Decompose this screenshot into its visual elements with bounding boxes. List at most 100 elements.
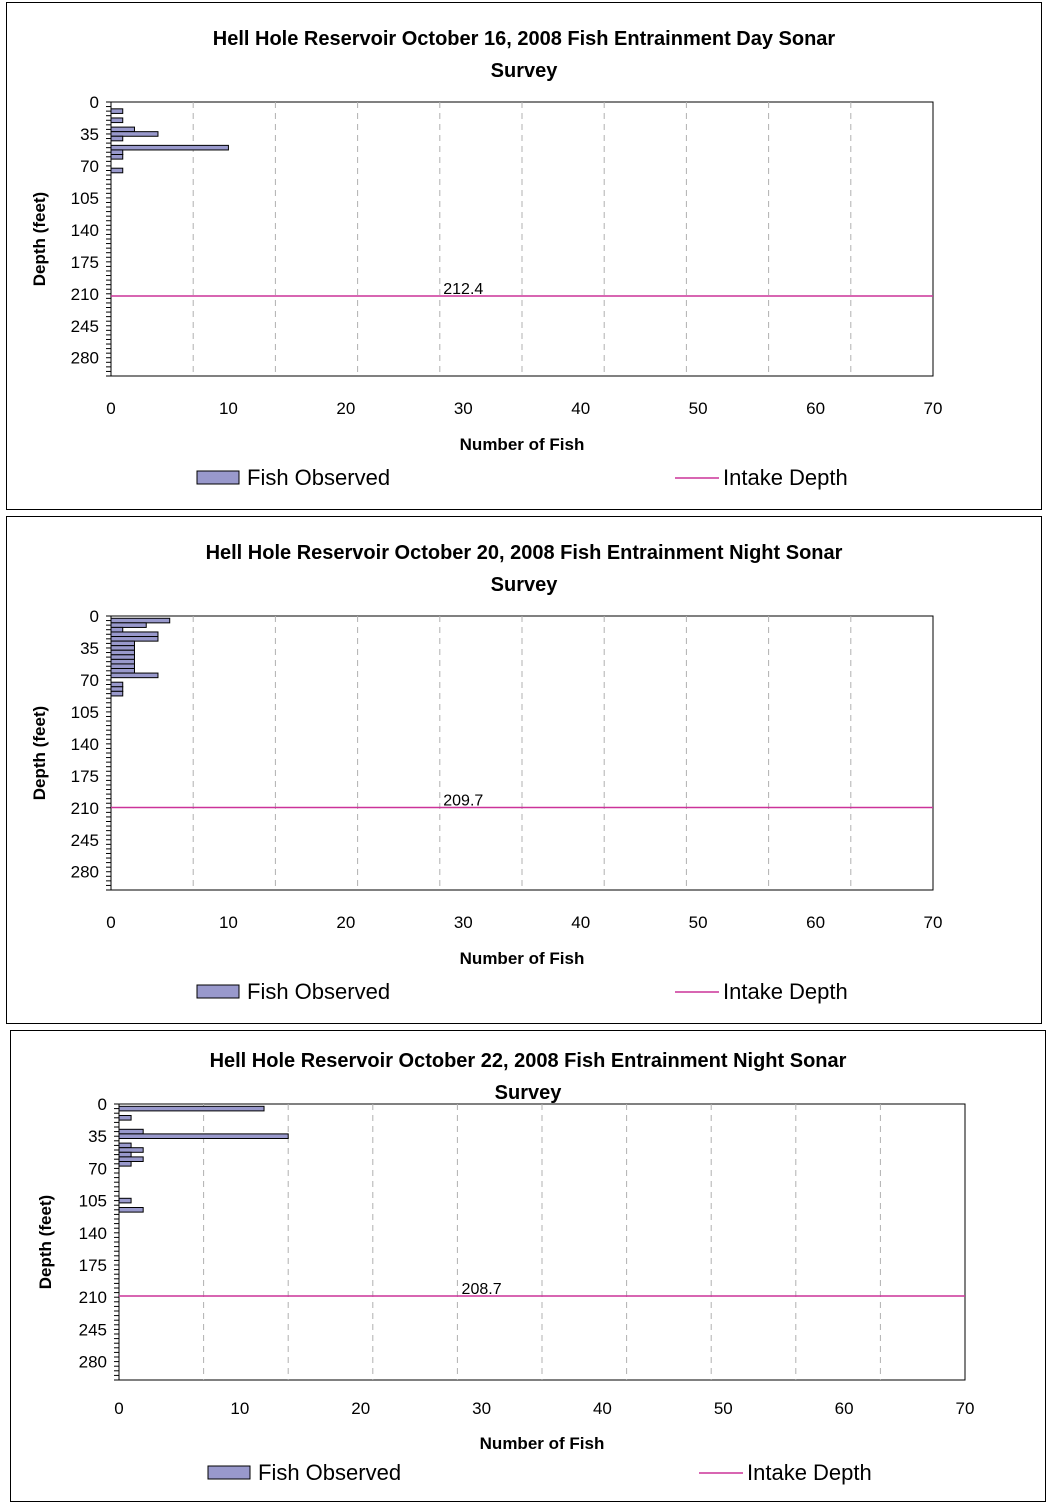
y-tick-label: 175	[71, 253, 99, 272]
y-tick-label: 35	[88, 1127, 107, 1146]
chart-title-line1: Hell Hole Reservoir October 20, 2008 Fis…	[206, 542, 843, 564]
y-tick-label: 245	[71, 831, 99, 850]
fish-bar	[110, 626, 124, 633]
y-tick-label: 280	[79, 1353, 107, 1372]
x-tick-label: 30	[472, 1399, 491, 1418]
fish-bar	[110, 135, 124, 142]
x-tick-label: 10	[230, 1399, 249, 1418]
fish-bar	[110, 649, 135, 656]
x-tick-label: 50	[689, 399, 708, 418]
fish-bar	[110, 672, 159, 679]
x-tick-label: 70	[924, 399, 943, 418]
chart-title-line2: Survey	[495, 1082, 563, 1104]
y-tick-label: 140	[71, 221, 99, 240]
fish-bar	[110, 686, 124, 692]
y-axis-label: Depth (feet)	[36, 1195, 55, 1289]
chart-title-line2: Survey	[491, 60, 559, 82]
x-axis-label: Number of Fish	[460, 949, 585, 968]
x-tick-label: 20	[336, 913, 355, 932]
y-tick-label: 280	[71, 349, 99, 368]
y-tick-label: 245	[71, 317, 99, 336]
y-tick-label: 140	[79, 1224, 107, 1243]
intake-depth-label: 208.7	[462, 1281, 502, 1298]
chart-title-line1: Hell Hole Reservoir October 16, 2008 Fis…	[213, 28, 836, 50]
y-tick-label: 210	[71, 285, 99, 304]
fish-bar	[110, 658, 135, 665]
x-tick-label: 10	[219, 913, 238, 932]
intake-depth-label: 209.7	[443, 793, 483, 810]
fish-bar	[110, 690, 124, 697]
legend-bar-swatch	[196, 984, 240, 999]
fish-bar	[110, 663, 135, 670]
chart-panel-oct-16: Hell Hole Reservoir October 16, 2008 Fis…	[6, 2, 1042, 510]
y-tick-label: 70	[88, 1159, 107, 1178]
y-tick-label: 280	[71, 863, 99, 882]
x-tick-label: 20	[351, 1399, 370, 1418]
y-tick-label: 140	[71, 735, 99, 754]
y-tick-label: 210	[71, 799, 99, 818]
x-tick-label: 60	[806, 399, 825, 418]
chart-oct-20: Hell Hole Reservoir October 20, 2008 Fis…	[30, 542, 943, 1004]
fish-bar	[110, 131, 159, 137]
fish-bar	[110, 636, 159, 642]
fish-bar	[118, 1207, 144, 1213]
y-tick-label: 35	[80, 639, 99, 658]
y-tick-label: 0	[98, 1095, 107, 1114]
x-axis-label: Number of Fish	[480, 1434, 605, 1453]
chart-panel-oct-22: Hell Hole Reservoir October 22, 2008 Fis…	[10, 1030, 1046, 1502]
legend-bar-label: Fish Observed	[247, 465, 390, 490]
fish-bar	[110, 654, 135, 660]
y-tick-label: 70	[80, 157, 99, 176]
y-tick-label: 105	[79, 1192, 107, 1211]
fish-bar	[110, 154, 124, 160]
fish-bar	[118, 1105, 265, 1112]
y-axis-label: Depth (feet)	[30, 706, 49, 800]
y-tick-label: 175	[79, 1256, 107, 1275]
x-tick-label: 0	[106, 913, 115, 932]
fish-bar	[118, 1161, 132, 1167]
x-tick-label: 0	[106, 399, 115, 418]
x-tick-label: 40	[571, 913, 590, 932]
legend-bar-label: Fish Observed	[258, 1460, 401, 1485]
fish-bar	[110, 617, 171, 624]
legend-bar-swatch	[207, 1465, 251, 1480]
y-tick-label: 0	[90, 607, 99, 626]
y-tick-label: 105	[71, 189, 99, 208]
y-tick-label: 210	[79, 1288, 107, 1307]
fish-bar	[110, 681, 124, 688]
x-axis-label: Number of Fish	[460, 435, 585, 454]
x-tick-label: 60	[806, 913, 825, 932]
y-axis-label: Depth (feet)	[30, 192, 49, 286]
fish-bar	[118, 1115, 132, 1121]
y-tick-label: 35	[80, 125, 99, 144]
fish-bar	[110, 144, 229, 151]
chart-panel-oct-20: Hell Hole Reservoir October 20, 2008 Fis…	[6, 516, 1042, 1024]
fish-bar	[110, 631, 159, 638]
fish-bar	[118, 1147, 144, 1153]
chart-title-line1: Hell Hole Reservoir October 22, 2008 Fis…	[210, 1050, 847, 1072]
x-tick-label: 70	[924, 913, 943, 932]
y-tick-label: 70	[80, 671, 99, 690]
fish-bar	[118, 1151, 132, 1158]
fish-bar	[110, 622, 147, 628]
legend-line-label: Intake Depth	[747, 1460, 872, 1485]
x-tick-label: 30	[454, 399, 473, 418]
chart-oct-16: Hell Hole Reservoir October 16, 2008 Fis…	[30, 28, 943, 490]
chart-title-line2: Survey	[491, 574, 559, 596]
fish-bar	[110, 167, 124, 174]
x-tick-label: 0	[114, 1399, 123, 1418]
x-tick-label: 10	[219, 399, 238, 418]
legend-bar-swatch	[196, 470, 240, 485]
chart-oct-22: Hell Hole Reservoir October 22, 2008 Fis…	[36, 1050, 975, 1485]
legend-line-label: Intake Depth	[723, 465, 848, 490]
fish-bar	[110, 126, 135, 133]
x-tick-label: 70	[956, 1399, 975, 1418]
fish-bar	[118, 1142, 132, 1149]
y-tick-label: 0	[90, 93, 99, 112]
fish-bar	[110, 668, 135, 674]
x-tick-label: 60	[835, 1399, 854, 1418]
legend-bar-label: Fish Observed	[247, 979, 390, 1004]
x-tick-label: 50	[714, 1399, 733, 1418]
x-tick-label: 30	[454, 913, 473, 932]
fish-bar	[110, 108, 124, 114]
